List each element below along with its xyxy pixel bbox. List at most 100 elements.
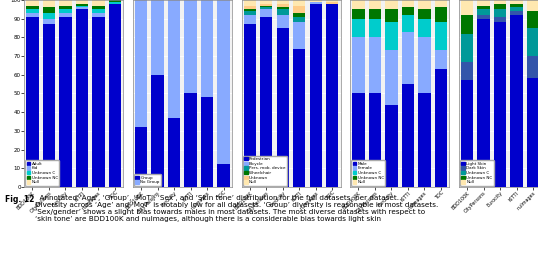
Legend: Adult, Kid, Unknown C, Unknown NC, Null: Adult, Kid, Unknown C, Unknown NC, Null bbox=[25, 160, 59, 186]
Bar bbox=[494, 9, 506, 17]
Bar bbox=[26, 6, 39, 9]
Bar bbox=[293, 13, 306, 17]
Bar bbox=[277, 0, 289, 4]
Bar bbox=[352, 9, 365, 19]
Bar bbox=[402, 7, 414, 15]
Bar bbox=[93, 6, 104, 9]
Bar bbox=[369, 19, 381, 37]
Bar bbox=[168, 118, 180, 187]
Bar bbox=[385, 9, 398, 22]
Bar bbox=[461, 62, 473, 80]
Bar bbox=[260, 7, 273, 9]
Legend: Male, Female, Unknown C, Unknown NC, Null: Male, Female, Unknown C, Unknown NC, Nul… bbox=[351, 160, 385, 186]
Bar bbox=[244, 6, 256, 9]
Bar bbox=[277, 15, 289, 28]
Bar bbox=[293, 49, 306, 187]
Bar bbox=[76, 0, 88, 4]
Text: Annotated ‘Age’, ‘Group’, ‘MoT’, ‘Sex’, and ‘Skin tone’ distribution for the ful: Annotated ‘Age’, ‘Group’, ‘MoT’, ‘Sex’, … bbox=[35, 195, 438, 222]
Text: Fig. 12: Fig. 12 bbox=[5, 195, 35, 204]
Bar bbox=[93, 13, 104, 17]
Bar bbox=[385, 50, 398, 105]
Bar bbox=[435, 7, 447, 22]
Bar bbox=[369, 0, 381, 9]
Bar bbox=[478, 19, 490, 187]
Bar bbox=[402, 15, 414, 32]
Bar bbox=[217, 164, 230, 187]
Bar bbox=[59, 6, 72, 9]
Bar bbox=[527, 11, 538, 28]
Bar bbox=[326, 2, 338, 4]
Bar bbox=[260, 0, 273, 4]
Bar bbox=[76, 9, 88, 187]
Bar bbox=[76, 4, 88, 6]
Bar bbox=[277, 9, 289, 15]
Bar bbox=[260, 17, 273, 187]
Bar bbox=[478, 9, 490, 15]
Bar bbox=[419, 9, 431, 19]
Bar bbox=[310, 0, 322, 2]
Bar bbox=[461, 15, 473, 34]
Bar bbox=[244, 24, 256, 187]
Bar bbox=[201, 0, 213, 97]
Bar bbox=[260, 9, 273, 17]
Bar bbox=[511, 7, 523, 11]
Bar bbox=[26, 9, 39, 13]
Bar bbox=[369, 93, 381, 187]
Bar bbox=[369, 9, 381, 19]
Bar bbox=[385, 0, 398, 9]
Bar bbox=[76, 7, 88, 9]
Bar bbox=[244, 11, 256, 15]
Bar bbox=[185, 93, 197, 187]
Bar bbox=[435, 50, 447, 69]
Bar bbox=[478, 0, 490, 6]
Bar bbox=[293, 17, 306, 22]
Bar bbox=[527, 28, 538, 56]
Bar bbox=[527, 78, 538, 187]
Bar bbox=[310, 2, 322, 4]
Bar bbox=[260, 4, 273, 6]
Bar bbox=[244, 0, 256, 6]
Bar bbox=[59, 9, 72, 13]
Bar bbox=[352, 19, 365, 37]
Bar bbox=[152, 0, 164, 75]
Bar bbox=[385, 105, 398, 187]
Bar bbox=[43, 24, 55, 187]
Bar bbox=[59, 0, 72, 6]
Bar bbox=[293, 22, 306, 49]
Bar bbox=[260, 6, 273, 7]
Bar bbox=[352, 37, 365, 93]
Bar bbox=[419, 0, 431, 9]
Bar bbox=[419, 37, 431, 93]
Bar bbox=[419, 19, 431, 37]
Bar bbox=[352, 93, 365, 187]
Bar bbox=[152, 75, 164, 187]
Bar bbox=[43, 7, 55, 13]
Bar bbox=[43, 0, 55, 7]
Bar bbox=[527, 0, 538, 11]
Bar bbox=[435, 22, 447, 50]
Bar bbox=[435, 69, 447, 187]
Bar bbox=[26, 17, 39, 187]
Bar bbox=[43, 13, 55, 19]
Bar bbox=[93, 17, 104, 187]
Bar bbox=[402, 84, 414, 187]
Bar bbox=[59, 13, 72, 17]
Bar bbox=[26, 0, 39, 6]
Bar bbox=[511, 4, 523, 7]
Legend: Light Skin, Dark Skin, Unknown C, Unknown NC, Null: Light Skin, Dark Skin, Unknown C, Unknow… bbox=[460, 160, 494, 186]
Legend: Pedestrian, Bicycle, Pers. mob. device, Wheelchair, Unknown, Null: Pedestrian, Bicycle, Pers. mob. device, … bbox=[243, 156, 287, 186]
Bar bbox=[135, 127, 147, 187]
Bar bbox=[478, 6, 490, 9]
Bar bbox=[293, 6, 306, 13]
Bar bbox=[109, 0, 121, 2]
Bar bbox=[494, 4, 506, 9]
Bar bbox=[369, 37, 381, 93]
Bar bbox=[419, 93, 431, 187]
Bar bbox=[43, 19, 55, 24]
Bar bbox=[402, 0, 414, 7]
Bar bbox=[461, 34, 473, 62]
Bar bbox=[461, 80, 473, 187]
Bar bbox=[310, 4, 322, 187]
Bar bbox=[511, 0, 523, 4]
Bar bbox=[461, 0, 473, 15]
